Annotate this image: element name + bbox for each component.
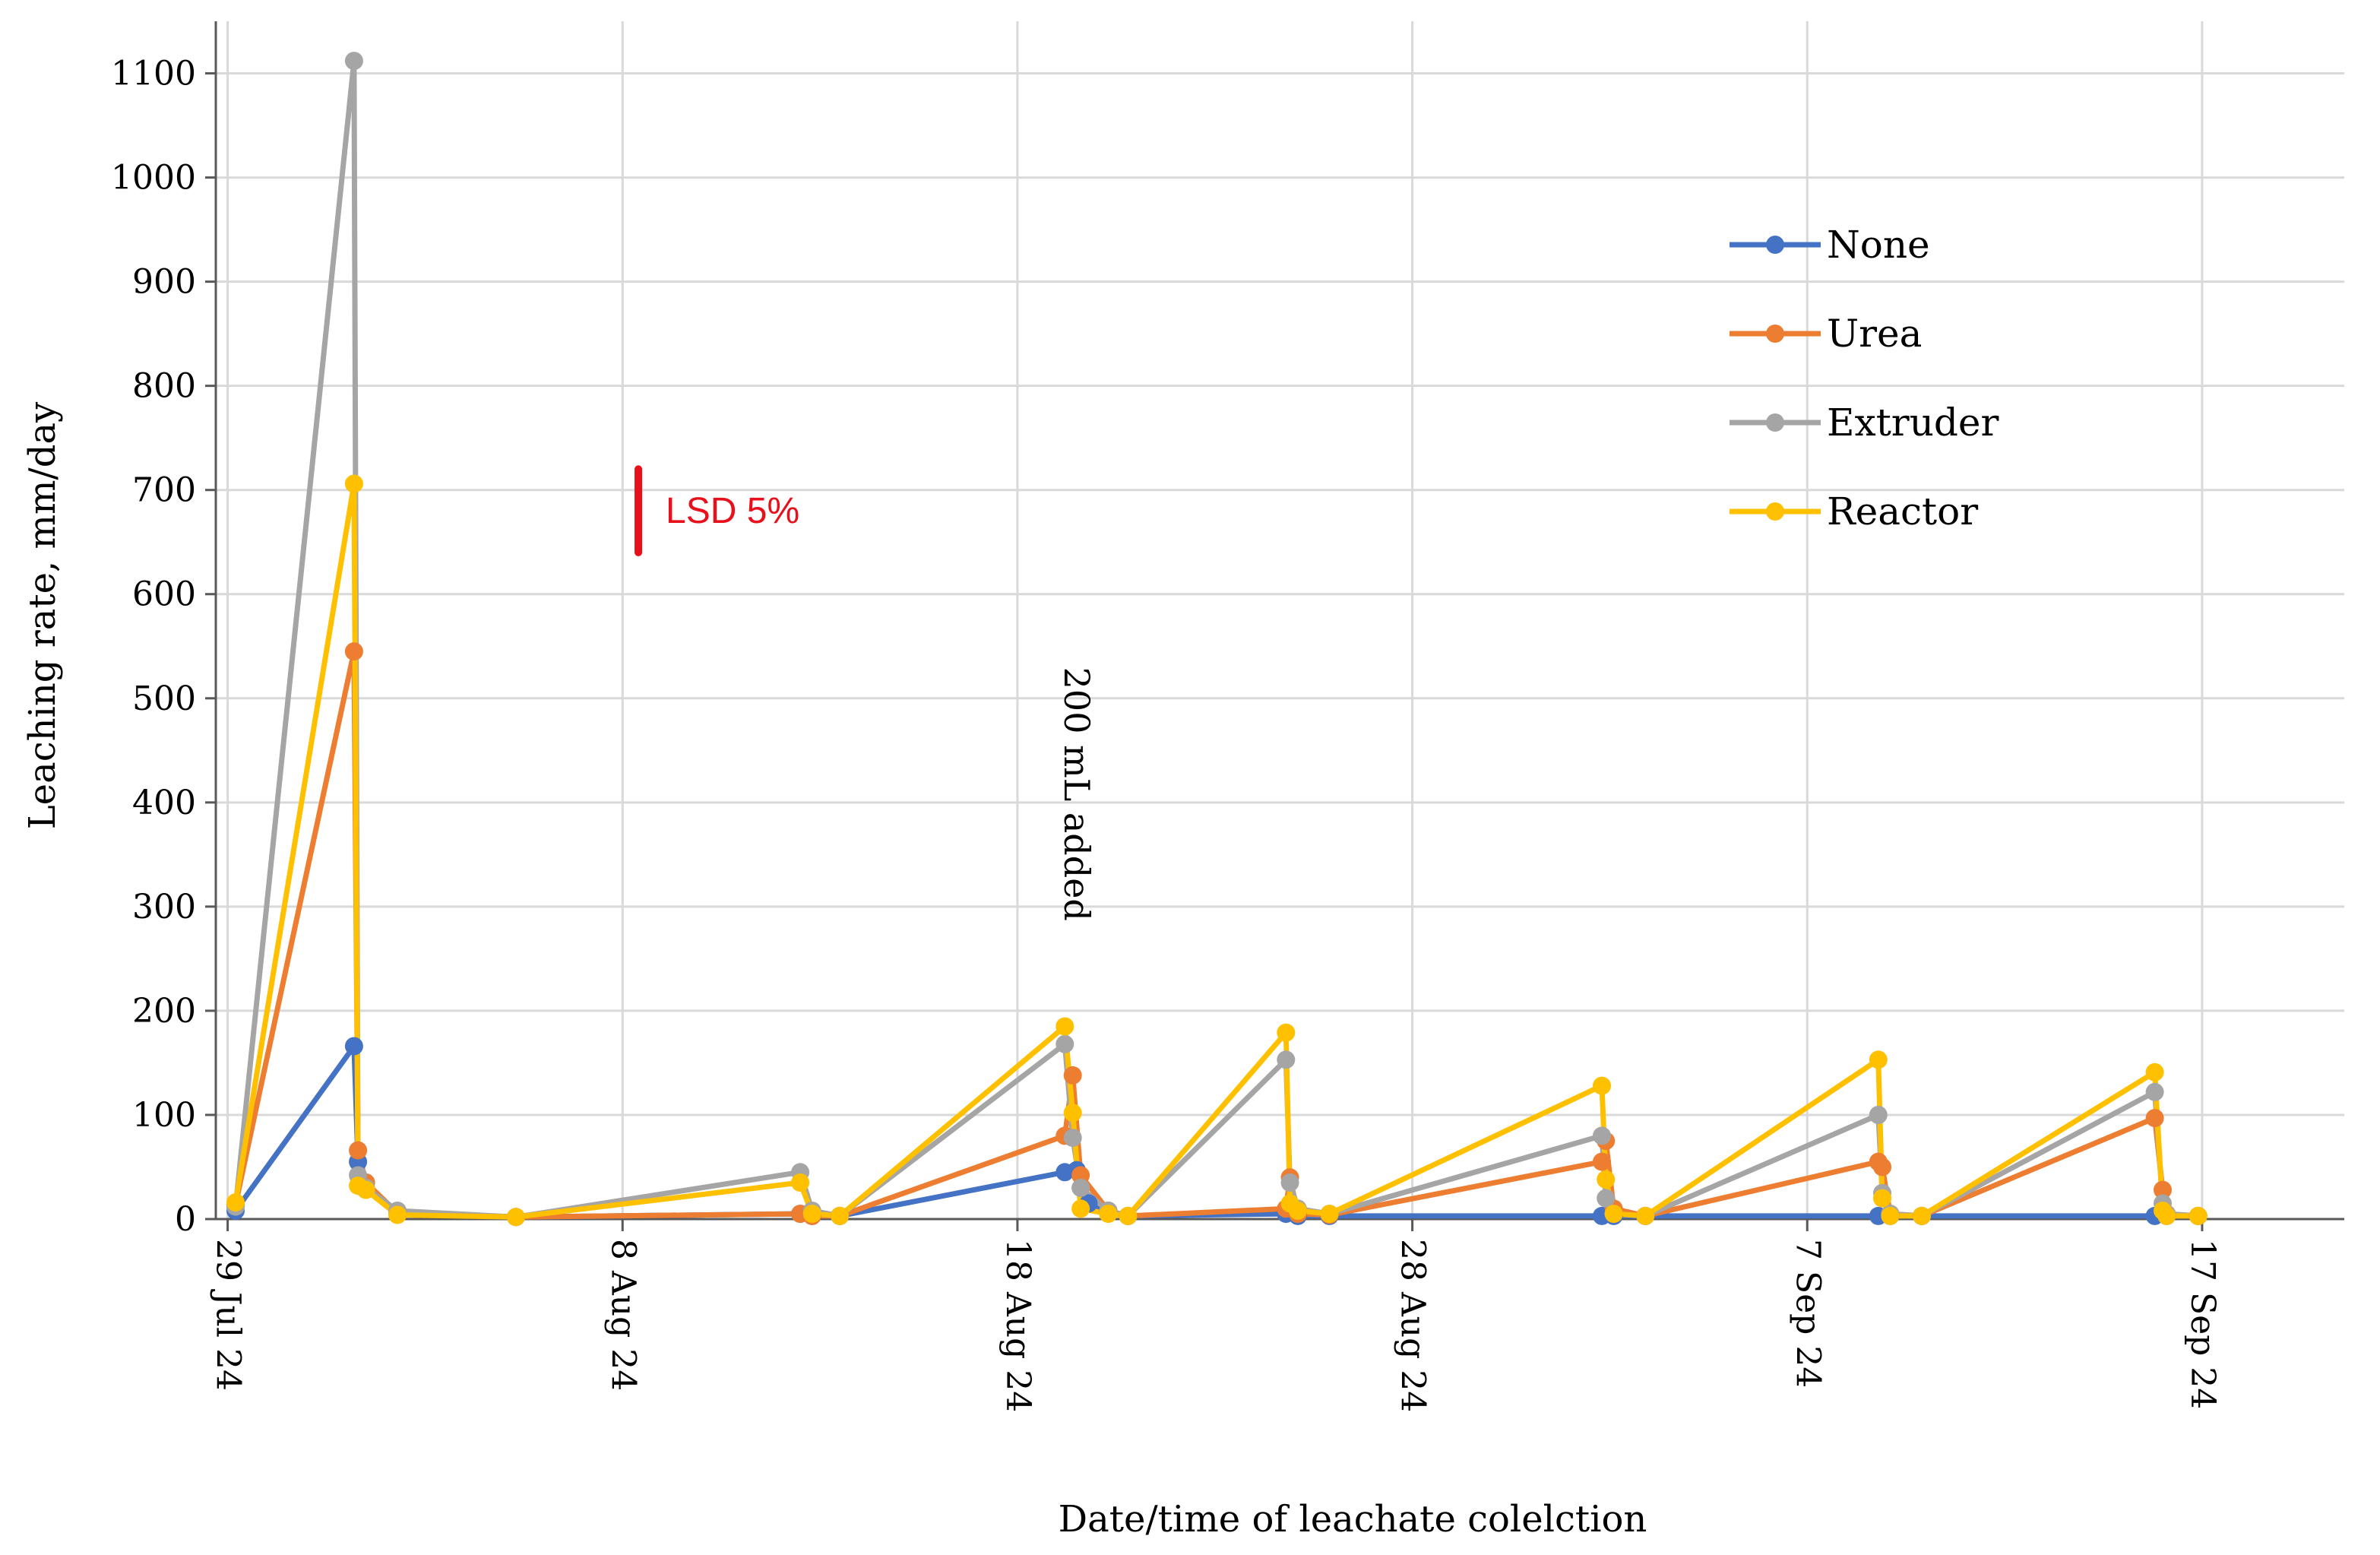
y-tick-label: 100 [132, 1096, 196, 1135]
data-point-reactor [1593, 1076, 1611, 1095]
legend-label-reactor: Reactor [1827, 489, 1978, 534]
data-point-reactor [1071, 1199, 1090, 1218]
data-point-urea [2154, 1180, 2172, 1199]
y-tick-label: 700 [132, 471, 196, 510]
y-tick-label: 800 [132, 367, 196, 406]
data-point-reactor [1869, 1050, 1888, 1069]
data-point-reactor [1055, 1017, 1074, 1036]
y-tick-label: 1100 [111, 55, 196, 93]
x-tick-label: 17 Sep 24 [2183, 1239, 2222, 1409]
y-tick-label: 400 [132, 784, 196, 822]
gridlines [216, 21, 2344, 1219]
legend-swatch-marker-extruder [1766, 413, 1784, 432]
x-tick-label: 7 Sep 24 [1788, 1239, 1827, 1388]
data-point-extruder [1055, 1034, 1074, 1053]
data-point-extruder [1597, 1189, 1616, 1208]
data-point-extruder [1063, 1129, 1082, 1148]
data-point-reactor [1063, 1104, 1082, 1123]
data-point-reactor [1636, 1206, 1655, 1225]
data-point-extruder [344, 52, 363, 71]
legend-swatch-marker-none [1766, 236, 1784, 254]
data-point-reactor [344, 474, 363, 493]
y-tick-label: 0 [175, 1200, 196, 1239]
legend[interactable]: None Urea Extruder Reactor [1730, 223, 1999, 534]
data-point-reactor [2145, 1063, 2164, 1082]
data-point-urea [1063, 1066, 1082, 1085]
y-tick-label: 600 [132, 575, 196, 614]
legend-label-none: None [1827, 223, 1930, 267]
data-point-reactor [1320, 1205, 1339, 1224]
y-tick-labels: 0 100 200 300 400 500 600 700 800 900 1000 1100 [111, 55, 196, 1239]
data-point-urea [1873, 1158, 1891, 1177]
data-point-reactor [226, 1193, 245, 1212]
x-tick-label: 29 Jul 24 [209, 1239, 248, 1391]
annotation-200ml-added: 200 mL added [1056, 667, 1097, 921]
data-point-extruder [1593, 1126, 1611, 1145]
legend-item-urea[interactable]: Urea [1730, 312, 1922, 356]
data-point-reactor [802, 1205, 821, 1224]
data-point-reactor [831, 1206, 850, 1225]
data-point-reactor [388, 1205, 407, 1224]
data-point-reactor [1277, 1023, 1296, 1042]
series-points [226, 52, 2208, 1227]
data-point-urea [349, 1141, 368, 1160]
legend-item-extruder[interactable]: Extruder [1730, 401, 1999, 445]
data-point-reactor [2189, 1206, 2208, 1225]
legend-item-none[interactable]: None [1730, 223, 1930, 267]
data-point-reactor [1288, 1202, 1307, 1220]
y-tick-label: 500 [132, 679, 196, 718]
y-tick-label: 900 [132, 263, 196, 302]
data-point-reactor [1597, 1170, 1616, 1189]
x-tick-label: 28 Aug 24 [1394, 1239, 1432, 1412]
data-point-reactor [1604, 1205, 1623, 1224]
data-point-extruder [2145, 1082, 2164, 1101]
y-tick-label: 300 [132, 888, 196, 926]
data-point-urea [2145, 1109, 2164, 1128]
annotations: 200 mL added LSD 5% [635, 465, 1097, 921]
legend-label-extruder: Extruder [1827, 401, 1999, 445]
data-point-extruder [1280, 1173, 1299, 1192]
data-point-urea [344, 642, 363, 661]
data-point-reactor [1913, 1206, 1931, 1225]
y-tick-label: 1000 [111, 159, 196, 198]
x-axis-title: Date/time of leachate colelction [1059, 1498, 1647, 1541]
data-point-reactor [506, 1208, 525, 1227]
x-tick-label: 8 Aug 24 [603, 1239, 642, 1391]
legend-swatch-marker-urea [1766, 325, 1784, 343]
x-tick-labels: 29 Jul 24 8 Aug 24 18 Aug 24 28 Aug 24 7 Sep… [209, 1239, 2222, 1412]
legend-item-reactor[interactable]: Reactor [1730, 489, 1978, 534]
data-point-reactor [356, 1180, 375, 1199]
data-point-reactor [1119, 1206, 1138, 1225]
y-tick-label: 200 [132, 992, 196, 1031]
data-point-extruder [1869, 1106, 1888, 1124]
data-point-reactor [791, 1173, 810, 1192]
data-point-reactor [1881, 1206, 1900, 1225]
lsd-label: LSD 5% [666, 491, 799, 531]
data-point-reactor [1873, 1189, 1891, 1208]
data-point-urea [1071, 1166, 1090, 1185]
data-point-extruder [1277, 1050, 1296, 1069]
data-point-reactor [2157, 1206, 2176, 1225]
data-point-reactor [1099, 1205, 1118, 1224]
x-tick-label: 18 Aug 24 [999, 1239, 1037, 1412]
data-point-extruder [1071, 1178, 1090, 1197]
y-axis-title: Leaching rate, mm/day [21, 402, 64, 829]
data-point-urea [1593, 1152, 1611, 1171]
legend-swatch-marker-reactor [1766, 502, 1784, 521]
legend-label-urea: Urea [1827, 312, 1922, 356]
data-point-none [344, 1037, 363, 1056]
